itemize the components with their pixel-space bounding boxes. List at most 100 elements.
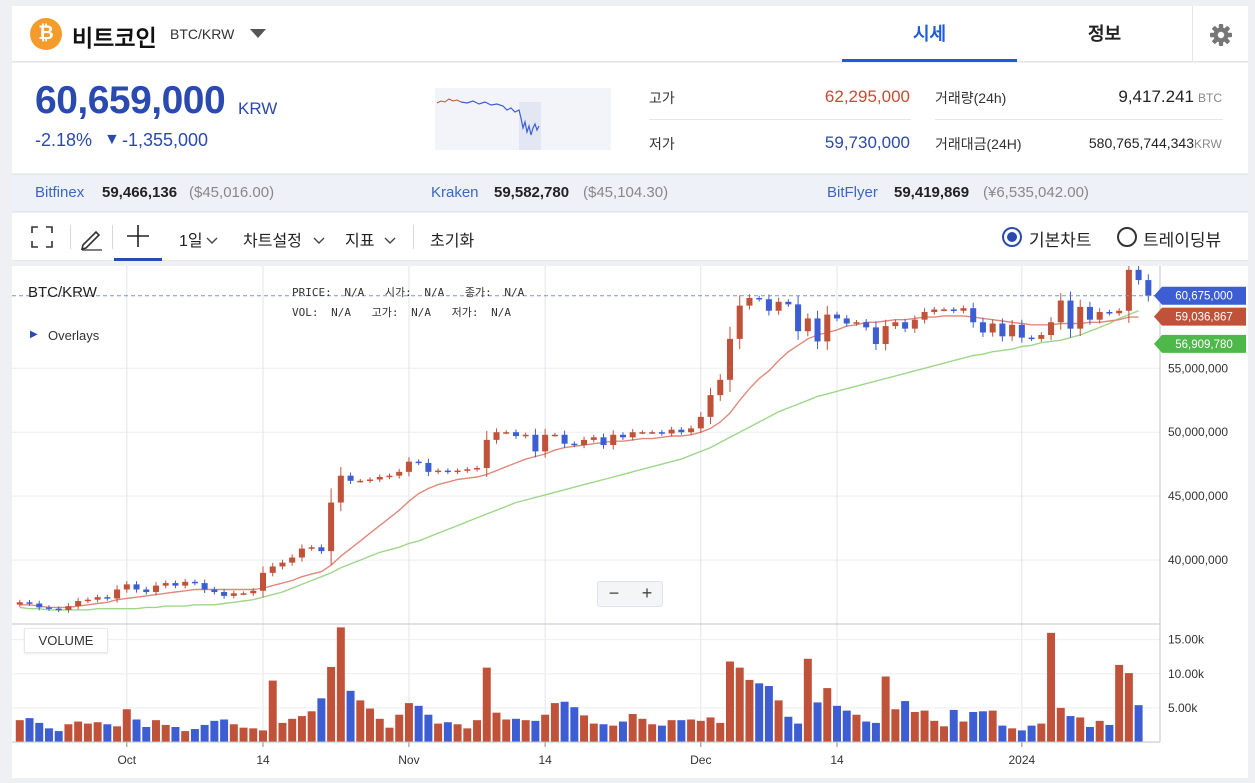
coin-pair[interactable]: BTC/KRW — [170, 26, 235, 42]
zoom-in-button[interactable]: + — [641, 583, 653, 603]
settings-button[interactable] — [1192, 6, 1248, 62]
candle-body — [172, 583, 179, 586]
volume-bar — [618, 721, 627, 742]
volume-bar — [356, 700, 365, 742]
volume-bar — [1037, 723, 1046, 742]
basic-chart-radio[interactable] — [1002, 227, 1022, 247]
pencil-icon[interactable] — [78, 225, 104, 251]
candle-body — [581, 439, 588, 445]
price-chart[interactable]: 40,000,000 45,000,000 50,000,000 55,000,000… — [12, 266, 1248, 778]
overlays-toggle[interactable]: Overlays — [48, 328, 100, 343]
volume-bar — [833, 705, 841, 742]
candle-body — [259, 572, 267, 591]
candle-body — [1106, 312, 1113, 314]
volume-bar — [220, 719, 229, 742]
candle-body — [746, 297, 753, 306]
volume-bar — [998, 725, 1007, 742]
candle-body — [863, 322, 870, 328]
y-tick-label: 45,000,000 — [1168, 489, 1228, 503]
candle-body — [503, 432, 510, 434]
candle-body — [415, 461, 422, 464]
reset-button[interactable]: 초기화 — [430, 233, 475, 250]
x-tick-label: Nov — [398, 753, 419, 767]
candle-body — [386, 475, 393, 478]
coin-name[interactable]: 비트코인 — [72, 25, 157, 51]
x-tick-label: 14 — [256, 753, 270, 767]
volume-bar — [210, 720, 219, 742]
candle-body — [94, 597, 101, 600]
exchange-name[interactable]: Bitfinex — [35, 184, 85, 201]
volume-bar — [803, 658, 812, 742]
high-value: 62,295,000 — [824, 87, 910, 106]
volume-tick-label: 5.00k — [1168, 701, 1198, 715]
candle-body — [454, 470, 461, 473]
volume-unit: BTC — [1198, 91, 1222, 105]
volume-bar — [200, 724, 209, 742]
tradingview-label[interactable]: 트레이딩뷰 — [1143, 231, 1222, 250]
candle-body — [26, 602, 33, 604]
volume-bar — [443, 722, 452, 742]
volume-bar — [541, 714, 550, 742]
volume-bar — [687, 719, 696, 742]
volume-bar — [988, 710, 997, 742]
interval-select[interactable]: 1일 — [179, 233, 203, 250]
tradingview-radio[interactable] — [1117, 227, 1137, 247]
volume-bar — [93, 722, 102, 742]
volume-bar — [327, 666, 336, 742]
candle-body — [84, 599, 91, 602]
candle-body — [532, 434, 539, 452]
volume-bar — [190, 729, 199, 742]
volume-bar — [25, 718, 34, 742]
volume-bar — [64, 724, 73, 742]
x-tick-label: 2024 — [1008, 753, 1035, 767]
volume-bar — [774, 700, 783, 742]
volume-bar — [1008, 728, 1017, 742]
candle-body — [911, 319, 918, 329]
price-unit: KRW — [238, 99, 278, 118]
caret-right-icon[interactable]: ▶ — [30, 329, 38, 340]
crosshair-button[interactable] — [114, 213, 162, 261]
volume-bar — [434, 723, 443, 742]
candle-body — [45, 607, 52, 609]
candle-body — [1038, 335, 1045, 339]
candle-body — [211, 589, 218, 593]
y-tick-label: 55,000,000 — [1168, 361, 1228, 375]
candle-body — [328, 502, 335, 552]
candle-body — [474, 468, 481, 470]
info-value: N/A — [491, 306, 511, 319]
volume-bar — [463, 728, 472, 742]
chart-canvas[interactable]: 40,000,000 45,000,000 50,000,000 55,000,000… — [12, 266, 1248, 778]
candle-body — [775, 301, 782, 311]
info-label: 고가: — [371, 306, 399, 319]
zoom-controls: − + — [597, 581, 663, 607]
volume-bar — [609, 725, 618, 742]
volume-bar — [151, 720, 160, 742]
exchange-name[interactable]: BitFlyer — [827, 184, 878, 201]
divider — [413, 225, 414, 249]
candle-body — [201, 583, 208, 590]
candle-body — [493, 432, 500, 440]
candle-body — [1145, 280, 1152, 296]
candle-body — [756, 297, 763, 300]
candle-body — [1116, 310, 1123, 314]
volume-bar — [978, 711, 987, 742]
basic-chart-label[interactable]: 기본차트 — [1029, 231, 1092, 250]
exchange-name[interactable]: Kraken — [431, 184, 479, 201]
zoom-out-button[interactable]: − — [608, 583, 620, 603]
candle-body — [289, 557, 296, 563]
volume-bar — [735, 667, 744, 742]
volume-bar — [949, 709, 958, 742]
volume-bar — [755, 683, 764, 742]
info-label: VOL: — [292, 306, 319, 319]
indicators-button[interactable]: 지표 — [345, 233, 375, 250]
volume-bar — [346, 690, 355, 742]
tab-price[interactable]: 시세 — [842, 6, 1017, 62]
fullscreen-icon[interactable] — [30, 225, 54, 249]
mini-chart[interactable] — [435, 88, 611, 150]
candle-body — [941, 309, 948, 311]
chevron-down-icon[interactable] — [250, 29, 266, 38]
volume-bar — [521, 720, 530, 742]
volume-bar — [366, 708, 375, 742]
chart-settings-button[interactable]: 차트설정 — [243, 233, 302, 250]
tab-info[interactable]: 정보 — [1087, 24, 1122, 44]
